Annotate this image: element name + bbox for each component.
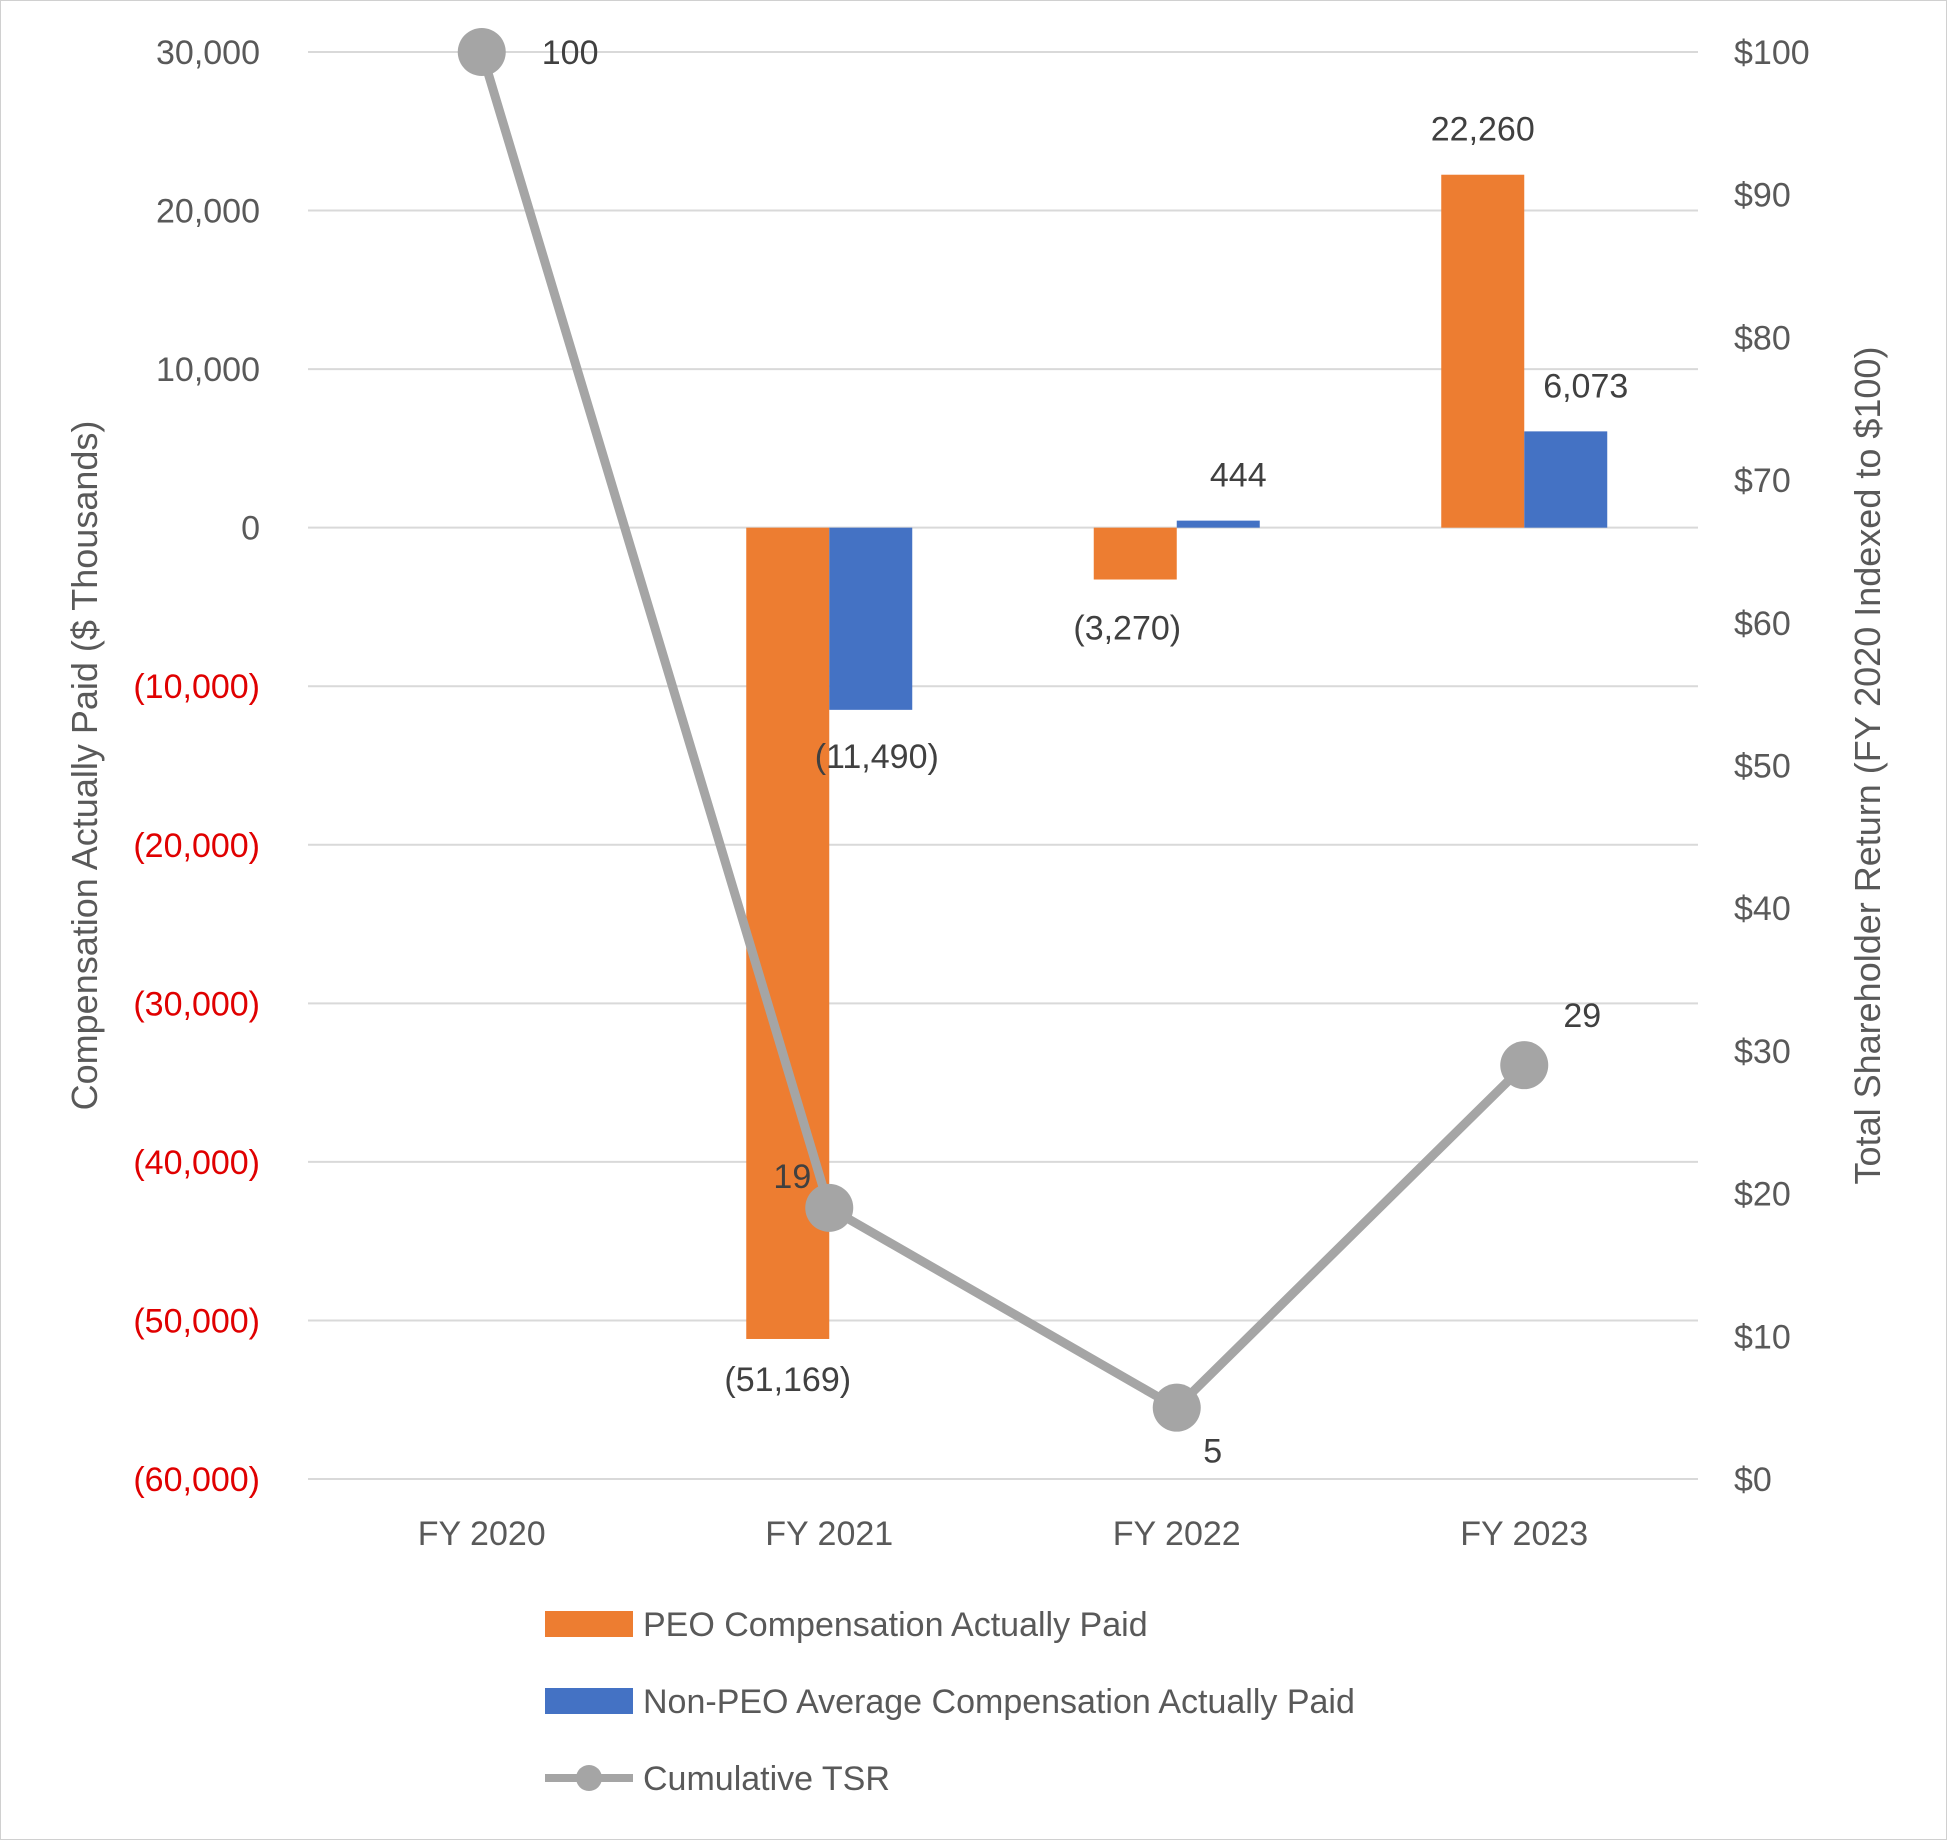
- right-axis-tick-label: $100: [1734, 34, 1810, 72]
- legend-label: PEO Compensation Actually Paid: [643, 1606, 1148, 1644]
- peo-data-label: 22,260: [1431, 111, 1535, 149]
- non-peo-data-label: 444: [1210, 457, 1267, 495]
- left-axis-tick-label: (60,000): [133, 1461, 260, 1499]
- right-axis-tick-label: $30: [1734, 1033, 1791, 1071]
- legend-swatch-peo: [545, 1611, 633, 1637]
- tsr-marker: [805, 1183, 854, 1232]
- legend-swatch-non-peo: [545, 1688, 633, 1714]
- tsr-data-label: 100: [542, 34, 599, 72]
- right-axis-tick-label: $80: [1734, 319, 1791, 357]
- left-axis-tick-label: (10,000): [133, 668, 260, 706]
- x-axis-category-label: FY 2022: [1113, 1515, 1241, 1553]
- right-axis-tick-label: $0: [1734, 1461, 1772, 1499]
- left-axis-tick-label: 0: [241, 510, 260, 548]
- tsr-data-label: 5: [1203, 1433, 1222, 1471]
- tsr-marker: [457, 28, 506, 76]
- x-axis-category-label: FY 2020: [418, 1515, 546, 1553]
- right-axis-tick-label: $40: [1734, 890, 1791, 928]
- peo-data-label: (51,169): [724, 1361, 851, 1399]
- left-axis-tick-label: (30,000): [133, 985, 260, 1023]
- tsr-marker: [1152, 1383, 1201, 1432]
- tsr-marker: [1500, 1041, 1549, 1090]
- left-axis-tick-label: 30,000: [156, 34, 260, 72]
- tsr-data-label: 19: [773, 1158, 811, 1196]
- tsr-data-label: 29: [1563, 997, 1601, 1035]
- peo-bar: [1093, 527, 1177, 580]
- left-axis-title: Compensation Actually Paid ($ Thousands): [64, 421, 105, 1111]
- non-peo-bar: [1176, 520, 1260, 528]
- non-peo-bar: [829, 527, 913, 710]
- non-peo-data-label: (11,490): [815, 738, 939, 776]
- right-axis-tick-label: $90: [1734, 177, 1791, 215]
- left-axis-tick-label: 20,000: [156, 193, 260, 231]
- right-axis-tick-label: $20: [1734, 1176, 1791, 1214]
- left-axis-tick-label: (50,000): [133, 1302, 260, 1340]
- left-axis-tick-label: (40,000): [133, 1144, 260, 1182]
- right-axis-tick-label: $50: [1734, 748, 1791, 786]
- right-axis-tick-label: $70: [1734, 462, 1791, 500]
- legend-swatch-tsr-marker: [576, 1765, 602, 1791]
- peo-bar: [1441, 174, 1525, 528]
- legend-label: Non-PEO Average Compensation Actually Pa…: [643, 1683, 1355, 1721]
- right-axis-title: Total Shareholder Return (FY 2020 Indexe…: [1847, 347, 1888, 1185]
- non-peo-data-label: 6,073: [1543, 367, 1628, 405]
- non-peo-bar: [1524, 431, 1608, 528]
- peo-data-label: (3,270): [1073, 610, 1181, 648]
- right-axis-tick-label: $10: [1734, 1318, 1791, 1356]
- left-axis-tick-label: (20,000): [133, 827, 260, 865]
- right-axis-tick-label: $60: [1734, 605, 1791, 643]
- tsr-line: [477, 50, 1528, 1413]
- x-axis-category-label: FY 2021: [765, 1515, 893, 1553]
- legend-label: Cumulative TSR: [643, 1760, 890, 1798]
- left-axis-tick-label: 10,000: [156, 351, 260, 389]
- x-axis-category-label: FY 2023: [1460, 1515, 1588, 1553]
